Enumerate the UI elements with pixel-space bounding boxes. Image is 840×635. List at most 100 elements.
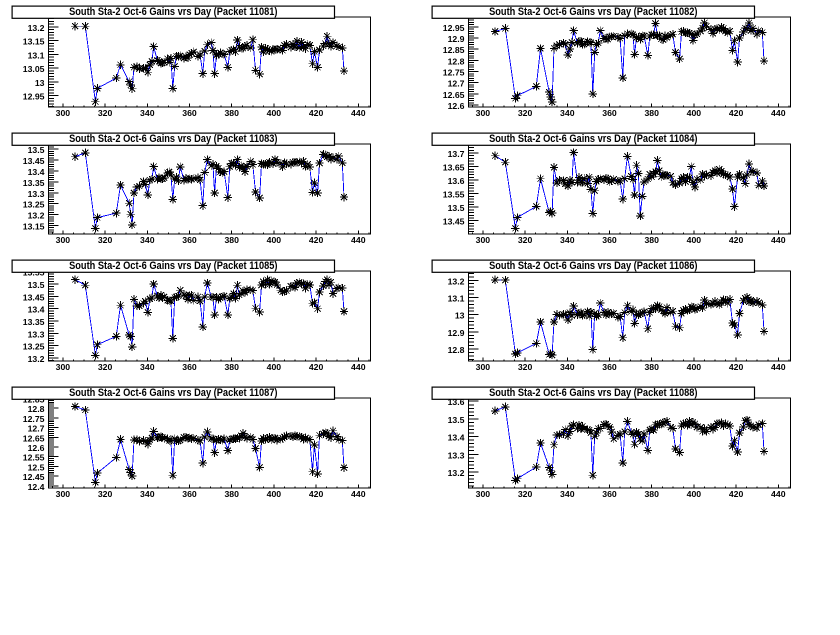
svg-text:12.75: 12.75 xyxy=(443,68,465,78)
svg-text:340: 340 xyxy=(560,235,575,245)
svg-text:300: 300 xyxy=(476,108,491,118)
svg-text:340: 340 xyxy=(140,108,155,118)
svg-text:South Sta-2 Oct-6 Gains vrs Da: South Sta-2 Oct-6 Gains vrs Day (Packet … xyxy=(69,261,277,273)
svg-text:420: 420 xyxy=(729,108,744,118)
svg-text:300: 300 xyxy=(56,489,71,499)
svg-text:12.7: 12.7 xyxy=(448,79,465,89)
svg-text:360: 360 xyxy=(182,362,197,372)
svg-text:340: 340 xyxy=(560,362,575,372)
svg-text:420: 420 xyxy=(309,235,324,245)
svg-text:340: 340 xyxy=(560,108,575,118)
svg-text:380: 380 xyxy=(224,362,239,372)
svg-text:340: 340 xyxy=(140,235,155,245)
svg-text:340: 340 xyxy=(140,362,155,372)
svg-text:South Sta-2 Oct-6 Gains vrs Da: South Sta-2 Oct-6 Gains vrs Day (Packet … xyxy=(489,134,697,146)
svg-text:13.5: 13.5 xyxy=(28,145,45,155)
svg-text:13.25: 13.25 xyxy=(23,342,45,352)
svg-text:13.3: 13.3 xyxy=(28,329,45,339)
svg-text:13.25: 13.25 xyxy=(23,200,45,210)
svg-text:440: 440 xyxy=(351,108,366,118)
svg-text:360: 360 xyxy=(182,489,197,499)
svg-text:440: 440 xyxy=(771,362,786,372)
svg-text:380: 380 xyxy=(644,108,659,118)
svg-text:13.2: 13.2 xyxy=(28,23,45,33)
svg-text:13.15: 13.15 xyxy=(23,37,45,47)
svg-text:320: 320 xyxy=(518,362,533,372)
svg-text:12.4: 12.4 xyxy=(28,482,45,492)
svg-text:13.5: 13.5 xyxy=(448,203,465,213)
svg-text:13: 13 xyxy=(35,78,45,88)
svg-text:South Sta-2 Oct-6 Gains vrs Da: South Sta-2 Oct-6 Gains vrs Day (Packet … xyxy=(69,388,277,400)
svg-text:420: 420 xyxy=(309,362,324,372)
svg-text:360: 360 xyxy=(182,108,197,118)
svg-text:12.9: 12.9 xyxy=(448,34,465,44)
svg-text:13.45: 13.45 xyxy=(443,217,465,227)
svg-text:13.05: 13.05 xyxy=(23,64,45,74)
svg-text:13.2: 13.2 xyxy=(448,276,465,286)
svg-text:12.6: 12.6 xyxy=(448,101,465,111)
svg-text:13.35: 13.35 xyxy=(23,178,45,188)
svg-text:340: 340 xyxy=(560,489,575,499)
svg-text:12.75: 12.75 xyxy=(23,414,45,424)
svg-text:420: 420 xyxy=(729,362,744,372)
svg-text:12.65: 12.65 xyxy=(23,433,45,443)
svg-text:400: 400 xyxy=(267,362,282,372)
svg-text:12.7: 12.7 xyxy=(28,424,45,434)
svg-text:13.3: 13.3 xyxy=(448,450,465,460)
svg-text:300: 300 xyxy=(56,108,71,118)
svg-text:400: 400 xyxy=(267,235,282,245)
svg-text:420: 420 xyxy=(729,235,744,245)
svg-text:12.6: 12.6 xyxy=(28,443,45,453)
svg-text:300: 300 xyxy=(476,362,491,372)
svg-text:13.4: 13.4 xyxy=(448,433,465,443)
svg-text:380: 380 xyxy=(224,108,239,118)
svg-text:13.3: 13.3 xyxy=(28,189,45,199)
svg-text:380: 380 xyxy=(644,235,659,245)
svg-text:400: 400 xyxy=(267,489,282,499)
svg-text:13.7: 13.7 xyxy=(448,149,465,159)
svg-text:360: 360 xyxy=(602,489,617,499)
svg-text:380: 380 xyxy=(224,235,239,245)
svg-text:320: 320 xyxy=(98,489,113,499)
svg-text:440: 440 xyxy=(351,489,366,499)
svg-text:13.35: 13.35 xyxy=(23,317,45,327)
svg-text:360: 360 xyxy=(182,235,197,245)
svg-text:360: 360 xyxy=(602,235,617,245)
svg-text:12.85: 12.85 xyxy=(443,45,465,55)
svg-text:13.1: 13.1 xyxy=(28,50,45,60)
svg-text:13.65: 13.65 xyxy=(443,163,465,173)
svg-text:South Sta-2 Oct-6 Gains vrs Da: South Sta-2 Oct-6 Gains vrs Day (Packet … xyxy=(489,261,697,273)
svg-text:380: 380 xyxy=(644,489,659,499)
svg-text:13.5: 13.5 xyxy=(28,280,45,290)
svg-text:440: 440 xyxy=(351,362,366,372)
svg-text:380: 380 xyxy=(644,362,659,372)
svg-text:320: 320 xyxy=(98,235,113,245)
svg-text:12.95: 12.95 xyxy=(23,92,45,102)
svg-text:320: 320 xyxy=(518,108,533,118)
svg-text:12.65: 12.65 xyxy=(443,90,465,100)
svg-text:13.6: 13.6 xyxy=(448,176,465,186)
svg-text:420: 420 xyxy=(309,489,324,499)
svg-text:400: 400 xyxy=(687,489,702,499)
svg-text:12.45: 12.45 xyxy=(23,472,45,482)
svg-text:12.8: 12.8 xyxy=(28,404,45,414)
svg-text:13.4: 13.4 xyxy=(28,305,45,315)
svg-text:440: 440 xyxy=(771,235,786,245)
svg-text:13: 13 xyxy=(455,311,465,321)
svg-text:320: 320 xyxy=(518,489,533,499)
svg-text:12.5: 12.5 xyxy=(28,463,45,473)
svg-text:440: 440 xyxy=(351,235,366,245)
svg-text:South Sta-2 Oct-6 Gains vrs Da: South Sta-2 Oct-6 Gains vrs Day (Packet … xyxy=(489,388,697,400)
svg-text:420: 420 xyxy=(309,108,324,118)
svg-text:400: 400 xyxy=(687,108,702,118)
svg-text:13.4: 13.4 xyxy=(28,167,45,177)
svg-text:13.6: 13.6 xyxy=(448,397,465,407)
svg-text:12.95: 12.95 xyxy=(443,23,465,33)
svg-text:400: 400 xyxy=(687,235,702,245)
svg-text:13.45: 13.45 xyxy=(23,292,45,302)
svg-text:13.2: 13.2 xyxy=(28,211,45,221)
svg-text:300: 300 xyxy=(56,235,71,245)
svg-text:12.8: 12.8 xyxy=(448,56,465,66)
svg-text:400: 400 xyxy=(267,108,282,118)
svg-text:300: 300 xyxy=(476,235,491,245)
